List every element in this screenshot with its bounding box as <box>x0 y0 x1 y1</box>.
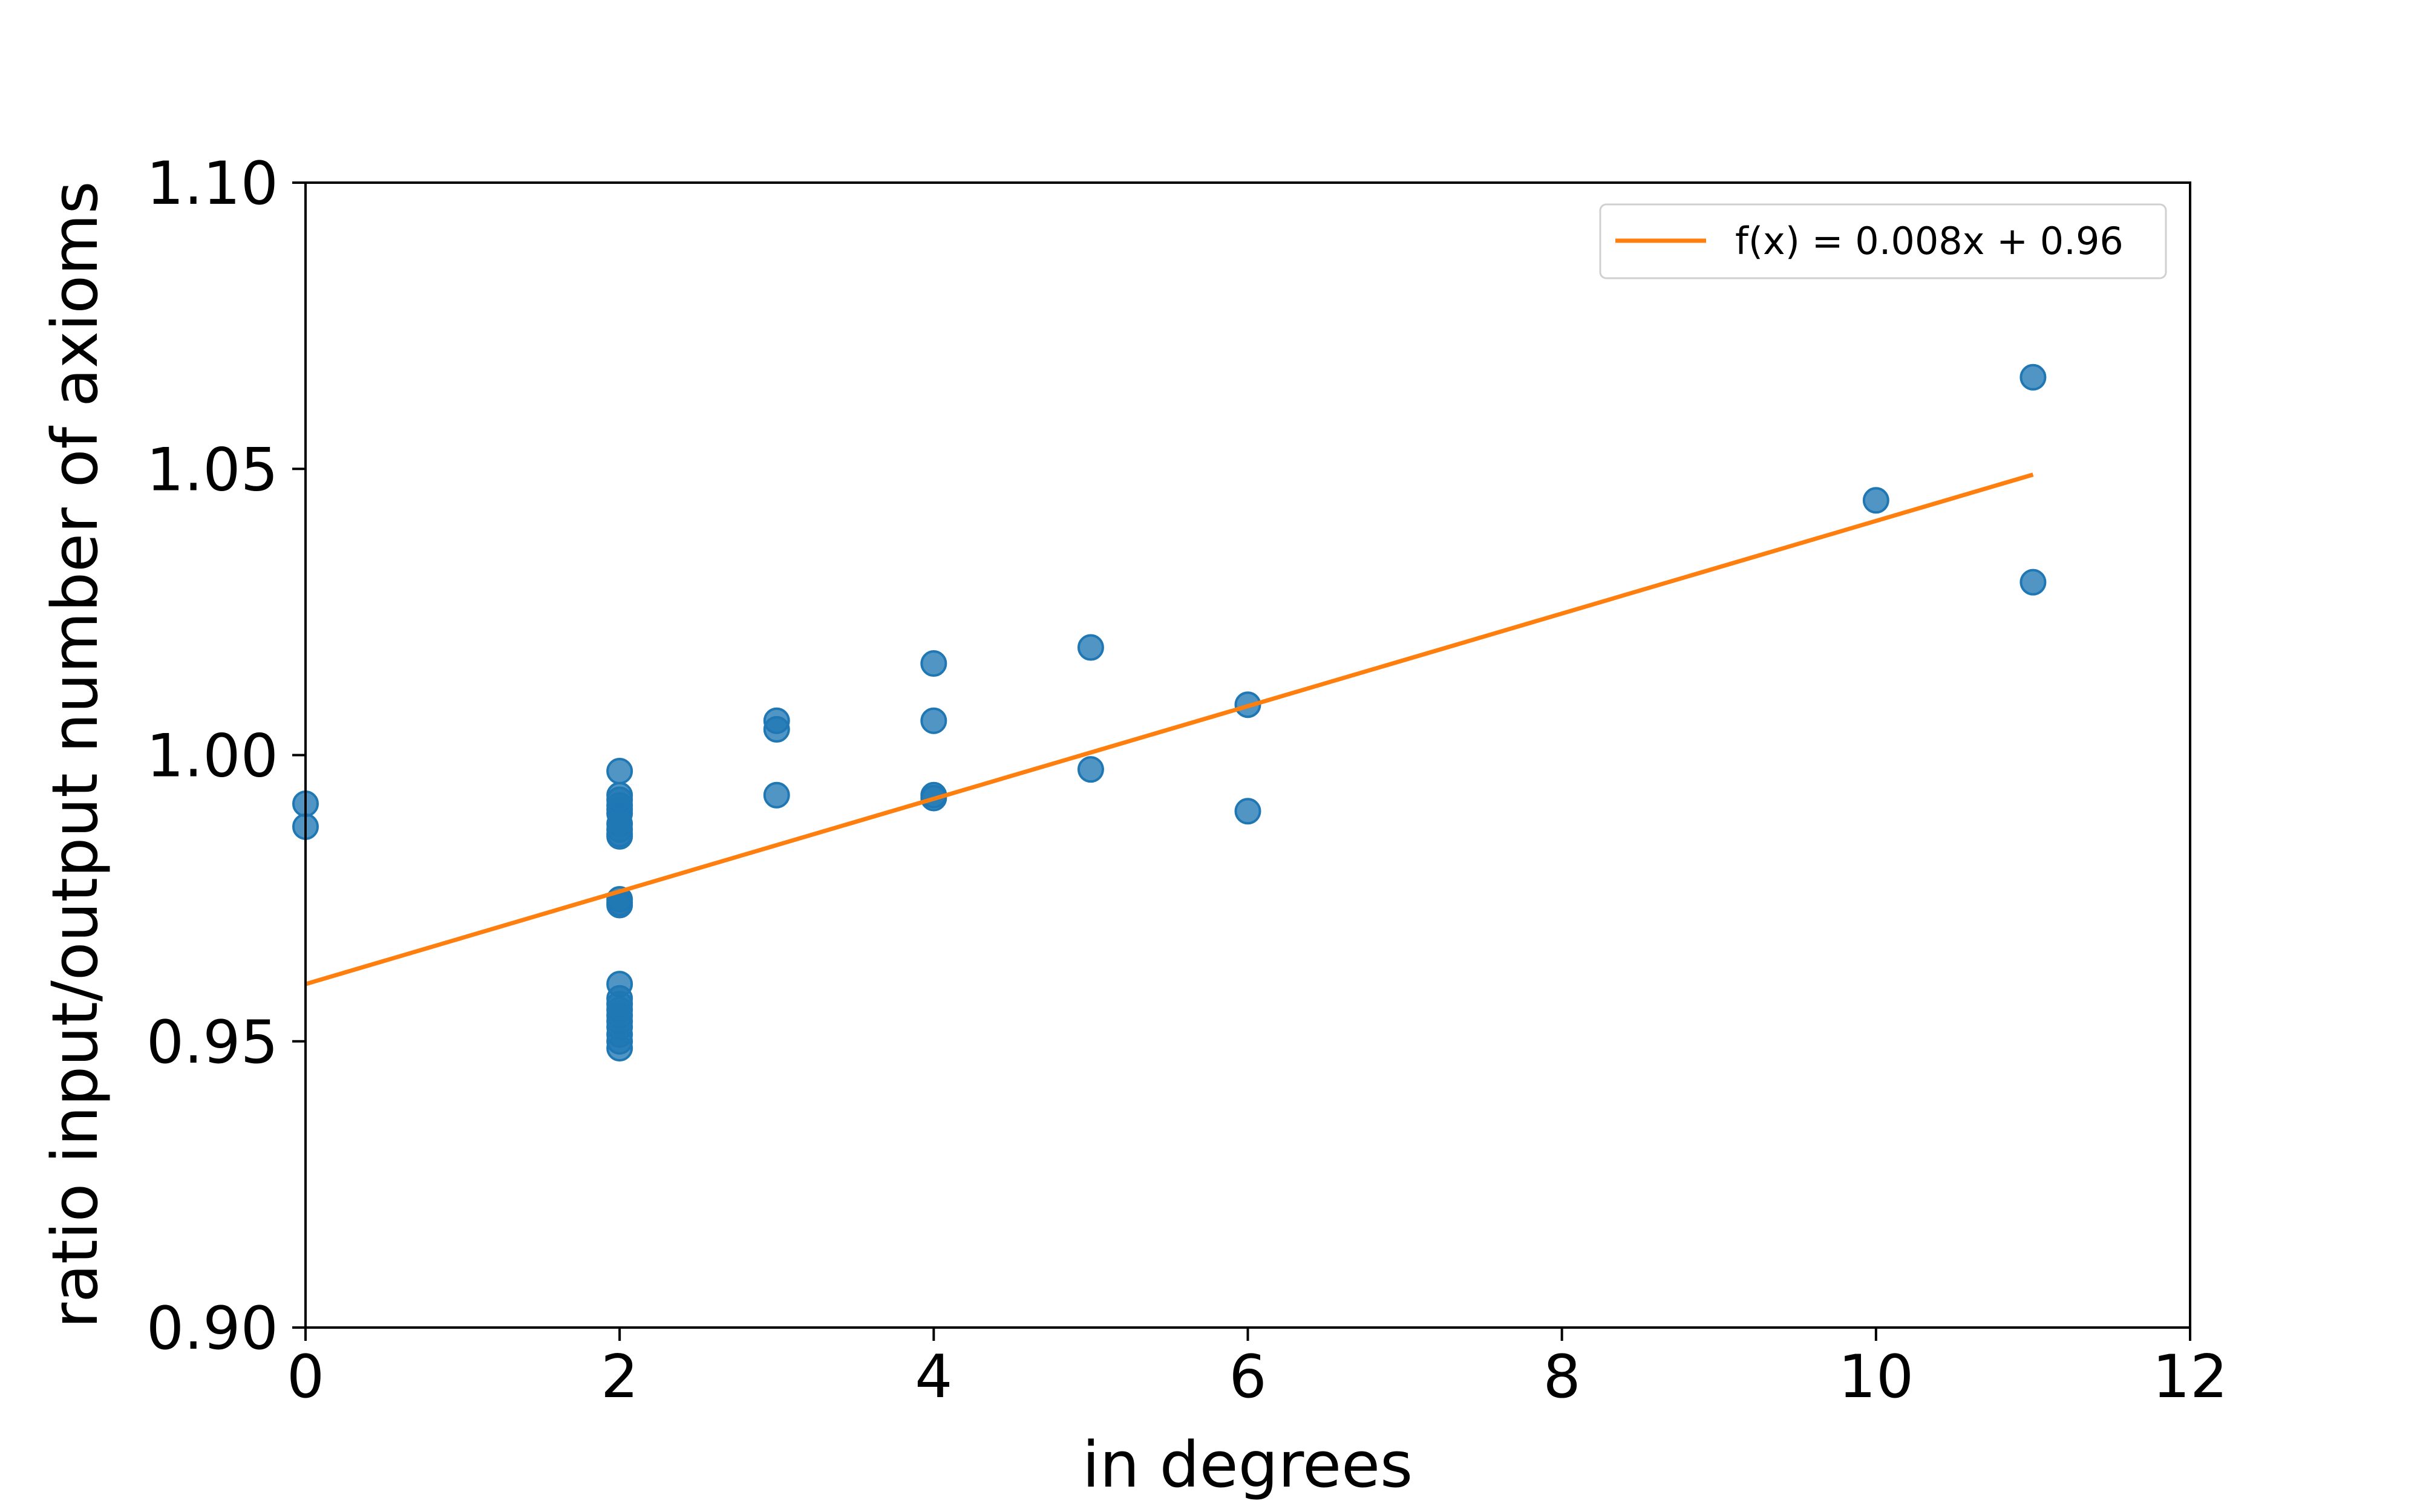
x-tick-label: 8 <box>1543 1343 1580 1412</box>
x-axis-label: in degrees <box>1082 1428 1413 1502</box>
legend-label: f(x) = 0.008x + 0.96 <box>1735 219 2124 263</box>
scatter-point <box>606 758 633 785</box>
x-tick-label: 12 <box>2153 1343 2228 1412</box>
axis-ticks: 0 2 4 6 8 10 12 0.90 0.95 1.00 1.05 1.10 <box>146 149 2228 1412</box>
y-tick-label: 1.00 <box>146 722 278 791</box>
y-axis-label: ratio input/output number of axioms <box>38 181 112 1328</box>
x-tick-label: 0 <box>287 1343 324 1412</box>
scatter-point <box>920 650 947 677</box>
x-tick-label: 4 <box>915 1343 952 1412</box>
scatter-point <box>1862 487 1889 514</box>
scatter-point <box>1077 756 1104 783</box>
x-tick-label: 2 <box>601 1343 638 1412</box>
scatter-point <box>763 781 790 809</box>
y-tick-label: 1.05 <box>146 435 278 504</box>
scatter-point <box>2019 363 2047 391</box>
scatter-point <box>763 715 790 743</box>
y-tick-label: 0.95 <box>146 1008 278 1077</box>
scatter-point <box>920 707 947 734</box>
y-tick-label: 0.90 <box>146 1294 278 1363</box>
legend: f(x) = 0.008x + 0.96 <box>1599 203 2167 279</box>
fit-line <box>305 472 2034 986</box>
legend-box <box>1599 203 2167 279</box>
plot-frame <box>304 181 2191 1329</box>
x-tick-label: 6 <box>1229 1343 1266 1412</box>
scatter-point <box>606 1035 633 1062</box>
scatter-points <box>292 363 2047 1062</box>
scatter-point <box>606 891 633 919</box>
y-tick-label: 1.10 <box>146 149 278 218</box>
x-tick-label: 10 <box>1838 1343 1914 1412</box>
scatter-point <box>1234 798 1261 825</box>
scatter-point <box>606 823 633 850</box>
plot-area <box>306 183 2190 1328</box>
scatter-point <box>2019 569 2047 596</box>
fit-line-group <box>305 472 2034 986</box>
scatter-point <box>1077 634 1104 661</box>
